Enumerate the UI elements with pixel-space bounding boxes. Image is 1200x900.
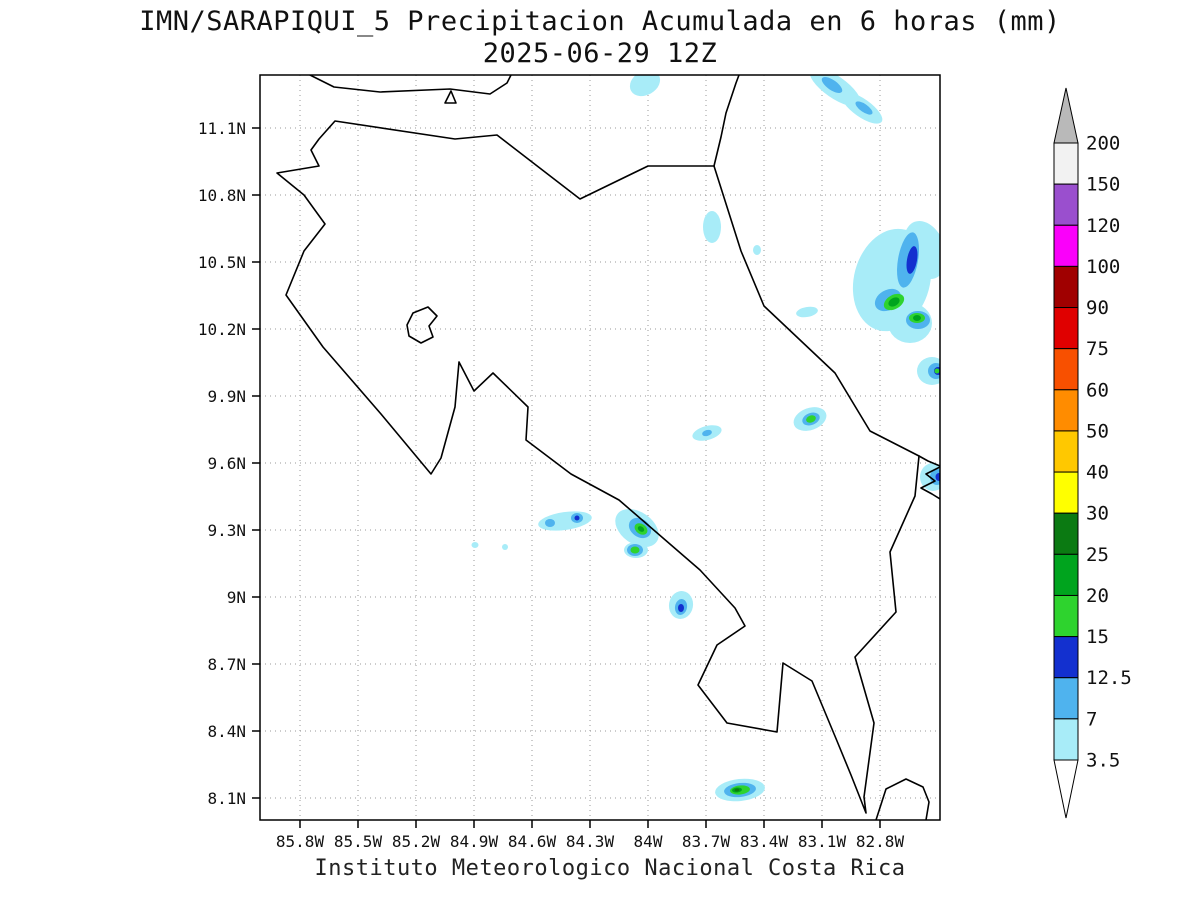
lon-tick-label: 85.5W	[334, 832, 383, 851]
map-content	[260, 75, 940, 820]
lat-tick-label: 9N	[227, 588, 246, 607]
coastline-costa-rica	[276, 120, 920, 814]
precip-cell	[702, 429, 712, 437]
precip-cell	[502, 544, 508, 550]
lon-tick-label: 84.3W	[566, 832, 615, 851]
precip-cell	[821, 76, 843, 94]
colorbar-segment	[1053, 265, 1079, 309]
precip-cell	[935, 473, 940, 481]
lon-tick-label: 84W	[634, 832, 663, 851]
lat-tick-label: 10.2N	[198, 320, 246, 339]
lat-tick-label: 10.5N	[198, 253, 246, 272]
lat-tick-label: 8.7N	[207, 655, 246, 674]
precip-cell	[471, 542, 479, 548]
colorbar-label: 30	[1086, 503, 1109, 525]
colorbar-segment	[1053, 430, 1079, 473]
colorbar-label: 3.5	[1086, 750, 1120, 772]
colorbar-label: 7	[1086, 708, 1097, 730]
precipitation-map-canvas: 85.8W 85.5W 85.2W 84.9W 84.6W 84.3W 84W 83.7W 83…	[198, 74, 941, 851]
lon-tick-label: 84.6W	[508, 832, 557, 851]
lat-tick-label: 8.1N	[207, 789, 246, 808]
colorbar-label: 40	[1086, 462, 1109, 484]
colorbar-segment	[1053, 389, 1079, 432]
coastline-nicaragua-caribbean-coast	[713, 75, 740, 167]
lat-tick-label: 11.1N	[198, 119, 246, 138]
precip-cell	[734, 788, 740, 792]
precip-cell	[934, 368, 940, 374]
precip-cell	[913, 315, 921, 321]
lat-tick-label: 10.8N	[198, 186, 246, 205]
precip-cell	[703, 211, 721, 243]
precip-cell	[930, 469, 940, 485]
lon-tick-label: 83.7W	[682, 832, 731, 851]
colorbar-segment	[1053, 307, 1079, 350]
coastline-nicaragua-lake-shore	[309, 75, 512, 95]
precip-cell	[637, 526, 645, 532]
lon-tick-label: 83.4W	[740, 832, 789, 851]
colorbar-label: 50	[1086, 420, 1109, 442]
colorbar-segment	[1053, 224, 1079, 267]
credit-text: Instituto Meteorologico Nacional Costa R…	[314, 856, 906, 881]
coastline-panama-caribbean-coast	[918, 455, 940, 467]
colorbar-segment	[1053, 142, 1079, 185]
coastline-lake-island	[444, 90, 457, 104]
colorbar-label: 75	[1086, 338, 1109, 360]
colorbar-label: 150	[1086, 174, 1120, 196]
precip-cell	[806, 415, 816, 423]
coastline-panama-pacific-coast	[875, 778, 930, 820]
lon-tick-label: 83.1W	[798, 832, 847, 851]
precip-cell	[629, 75, 661, 97]
lat-tick-label: 9.9N	[207, 387, 246, 406]
colorbar-label: 120	[1086, 215, 1120, 237]
precip-cell	[678, 604, 684, 612]
lat-tick-label: 9.6N	[207, 454, 246, 473]
colorbar-segment	[1053, 471, 1079, 514]
lon-tick-label: 84.9W	[450, 832, 499, 851]
colorbar-segment	[1053, 594, 1079, 638]
precip-cell	[545, 519, 555, 527]
precip-cell	[855, 101, 873, 115]
page-title: IMN/SARAPIQUI_5 Precipitacion Acumulada …	[139, 6, 1061, 37]
colorbar-label: 100	[1086, 256, 1120, 278]
colorbar-label: 15	[1086, 626, 1109, 648]
precip-cell	[574, 515, 580, 521]
lon-tick-label: 85.2W	[392, 832, 441, 851]
colorbar: 200 150 120 100 90 75 60 50 40 30 25 20 15 12.5 7 3.5	[1053, 87, 1132, 819]
colorbar-label: 20	[1086, 585, 1109, 607]
precip-cell	[630, 546, 640, 554]
colorbar-arrow-top	[1053, 87, 1079, 144]
precip-cell	[796, 306, 818, 318]
colorbar-label: 90	[1086, 297, 1109, 319]
colorbar-segment	[1053, 348, 1079, 391]
lat-tick-label: 9.3N	[207, 521, 246, 540]
colorbar-label: 60	[1086, 379, 1109, 401]
coastline-inland-lake	[406, 306, 438, 344]
colorbar-label: 25	[1086, 544, 1109, 566]
colorbar-label: 12.5	[1086, 667, 1132, 689]
colorbar-label: 200	[1086, 133, 1120, 155]
precip-cell	[888, 297, 900, 307]
lat-tick-label: 8.4N	[207, 722, 246, 741]
map-frame	[259, 74, 941, 821]
colorbar-segment	[1053, 636, 1079, 679]
precip-cell	[906, 246, 918, 274]
colorbar-segment	[1053, 183, 1079, 226]
colorbar-segment	[1053, 553, 1079, 596]
colorbar-segment	[1053, 512, 1079, 555]
colorbar-segment	[1053, 677, 1079, 720]
precip-cell	[753, 245, 761, 255]
lon-tick-label: 85.8W	[276, 832, 325, 851]
colorbar-arrow-bottom	[1053, 759, 1079, 819]
lon-tick-label: 82.8W	[856, 832, 905, 851]
coastline-panama-bocas-coast	[920, 466, 940, 500]
page-subtitle-datetime: 2025-06-29 12Z	[482, 38, 718, 69]
colorbar-segment	[1053, 718, 1079, 761]
